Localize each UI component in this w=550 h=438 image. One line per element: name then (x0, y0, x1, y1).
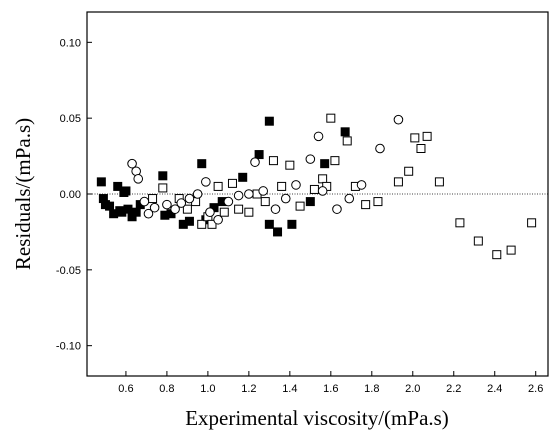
point (148, 194, 158, 204)
x-tick-label: 0.8 (159, 383, 174, 395)
point (207, 219, 217, 229)
point (393, 177, 403, 187)
x-tick-label: 1.4 (282, 383, 297, 395)
point (375, 143, 385, 154)
y-tick-label: -0.05 (56, 265, 81, 277)
point (201, 177, 211, 187)
point (223, 196, 234, 207)
point (254, 150, 264, 160)
point (280, 193, 291, 204)
point (162, 199, 172, 210)
point (131, 207, 141, 217)
point (455, 218, 465, 228)
point (105, 201, 115, 211)
x-tick-label: 1.8 (364, 383, 379, 395)
point (192, 189, 203, 199)
point (244, 189, 254, 199)
point (416, 144, 426, 153)
point (305, 197, 315, 207)
point (250, 157, 260, 167)
point (422, 131, 432, 141)
point (143, 208, 154, 219)
point (318, 174, 328, 184)
point (176, 198, 187, 208)
point (295, 201, 305, 211)
point (340, 127, 350, 137)
point (317, 186, 328, 196)
point (287, 219, 297, 229)
x-tick-label: 2.6 (528, 383, 543, 395)
x-tick-label: 2.4 (487, 383, 502, 395)
y-tick-label: 0.05 (60, 113, 81, 125)
x-tick-label: 1.2 (241, 383, 256, 395)
point (238, 172, 248, 182)
point (182, 204, 192, 214)
point (373, 197, 383, 207)
point (344, 193, 355, 204)
point (273, 227, 283, 237)
point (434, 177, 444, 187)
point (291, 180, 301, 190)
point (330, 156, 340, 166)
point (326, 113, 336, 123)
point (113, 181, 123, 191)
point (234, 204, 244, 214)
x-tick-label: 1.6 (323, 383, 338, 395)
point (260, 197, 270, 207)
point (332, 204, 342, 214)
point (270, 204, 281, 214)
point (361, 200, 371, 210)
y-axis-title: Residuals/(mPa.s) (11, 118, 35, 270)
point (149, 202, 160, 213)
point (264, 116, 274, 126)
y-tick-label: 0.00 (60, 189, 81, 201)
x-tick-label: 1.0 (200, 383, 215, 395)
x-axis-title: Experimental viscosity/(mPa.s) (185, 406, 449, 430)
point (233, 190, 244, 201)
point (127, 158, 137, 169)
point (313, 131, 324, 142)
point (158, 171, 168, 181)
point (184, 193, 195, 204)
point (184, 216, 194, 226)
point (170, 204, 180, 214)
point (268, 156, 278, 166)
point (121, 186, 131, 196)
point (506, 245, 516, 255)
x-tick-label: 2.2 (446, 383, 461, 395)
point (473, 236, 483, 246)
x-tick-label: 2.0 (405, 383, 420, 395)
point (133, 174, 144, 184)
point (139, 196, 150, 207)
point (356, 180, 367, 190)
x-tick-label: 0.6 (118, 383, 133, 395)
point (320, 159, 330, 169)
y-tick-label: -0.10 (56, 341, 81, 353)
point (205, 207, 215, 217)
point (410, 133, 420, 143)
point (227, 178, 237, 188)
point (309, 184, 319, 194)
point (219, 207, 229, 217)
point (258, 186, 269, 196)
point (277, 181, 287, 191)
point (123, 204, 133, 214)
point (213, 214, 223, 225)
y-tick-label: 0.10 (60, 37, 81, 49)
point (197, 219, 207, 229)
point (342, 136, 352, 146)
point (244, 207, 254, 217)
point (285, 160, 295, 170)
point (393, 114, 404, 125)
point (264, 219, 274, 229)
point (158, 183, 168, 193)
point (492, 250, 502, 260)
point (213, 181, 223, 191)
point (197, 159, 207, 169)
point (96, 177, 106, 187)
point (527, 218, 537, 228)
point (404, 166, 414, 176)
point (305, 154, 316, 164)
